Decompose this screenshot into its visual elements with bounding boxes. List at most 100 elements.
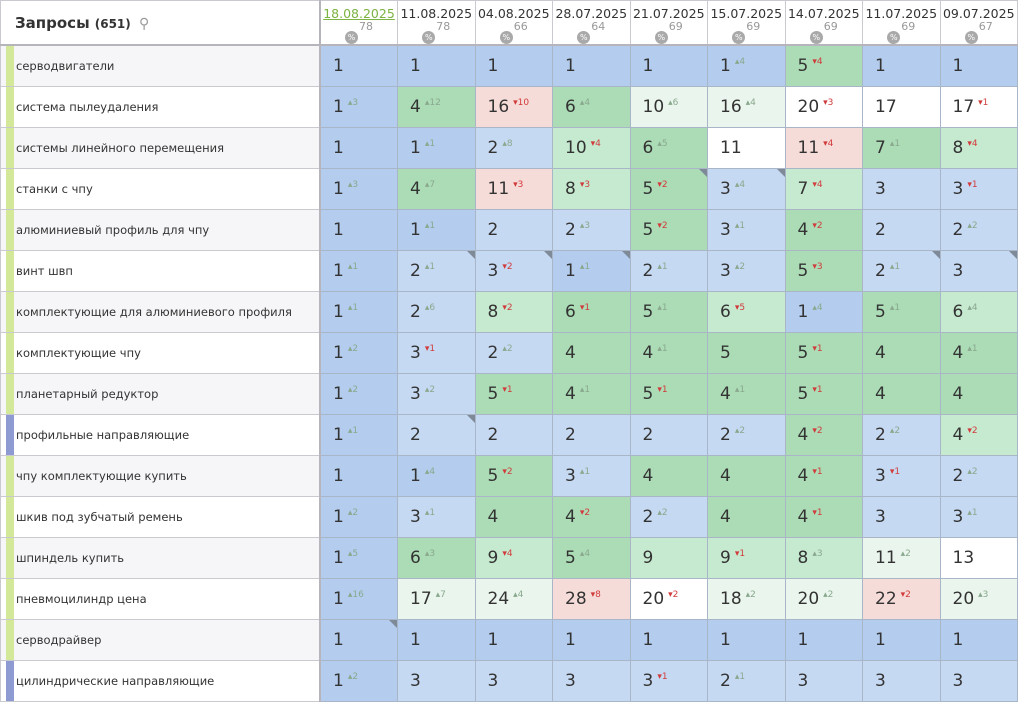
query-cell[interactable]: винт швп (0, 250, 321, 292)
query-cell[interactable]: пневмоцилиндр цена (0, 578, 321, 620)
position-cell[interactable]: 4 (862, 332, 941, 374)
query-cell[interactable]: серводрайвер (0, 619, 321, 661)
position-cell[interactable]: 5 ▾2 (629, 168, 708, 210)
query-cell[interactable]: системы линейного перемещения (0, 127, 321, 169)
position-cell[interactable]: 1 ▴2 (319, 332, 398, 374)
position-cell[interactable]: 3 (552, 660, 631, 702)
position-cell[interactable]: 6 ▴4 (939, 291, 1018, 333)
position-cell[interactable]: 2 ▴2 (629, 496, 708, 538)
position-cell[interactable]: 3 ▴4 (707, 168, 786, 210)
position-cell[interactable]: 3 ▴1 (707, 209, 786, 251)
position-cell[interactable]: 22 ▾2 (862, 578, 941, 620)
position-cell[interactable]: 3 ▴1 (397, 496, 476, 538)
position-cell[interactable]: 3 ▾1 (862, 455, 941, 497)
position-cell[interactable]: 3 ▴1 (552, 455, 631, 497)
position-cell[interactable]: 2 ▴3 (552, 209, 631, 251)
position-cell[interactable]: 1 ▴1 (319, 291, 398, 333)
position-cell[interactable]: 2 (552, 414, 631, 456)
queries-header[interactable]: Запросы (651) ⚲ (0, 0, 321, 46)
query-cell[interactable]: комплектующие чпу (0, 332, 321, 374)
position-cell[interactable]: 2 ▴1 (707, 660, 786, 702)
date-column-header[interactable]: 14.07.2025 %69 (784, 0, 863, 46)
position-cell[interactable]: 1 (784, 619, 863, 661)
position-cell[interactable]: 8 ▾3 (552, 168, 631, 210)
position-cell[interactable]: 1 (319, 127, 398, 169)
query-cell[interactable]: алюминиевый профиль для чпу (0, 209, 321, 251)
position-cell[interactable]: 3 (939, 250, 1018, 292)
position-cell[interactable]: 4 ▴7 (397, 168, 476, 210)
position-cell[interactable]: 2 ▴1 (862, 250, 941, 292)
position-cell[interactable]: 20 ▾2 (629, 578, 708, 620)
position-cell[interactable]: 5 ▾1 (474, 373, 553, 415)
position-cell[interactable]: 1 (552, 44, 631, 87)
query-cell[interactable]: шпиндель купить (0, 537, 321, 579)
position-cell[interactable]: 4 ▴1 (707, 373, 786, 415)
position-cell[interactable]: 20 ▾3 (784, 86, 863, 128)
position-cell[interactable]: 1 (319, 209, 398, 251)
position-cell[interactable]: 1 (397, 44, 476, 87)
position-cell[interactable]: 1 (939, 619, 1018, 661)
position-cell[interactable]: 3 ▴2 (397, 373, 476, 415)
position-cell[interactable]: 4 (862, 373, 941, 415)
date-column-header[interactable]: 11.08.2025 %78 (397, 0, 476, 46)
date-column-header[interactable]: 18.08.2025 %78 (319, 0, 398, 46)
position-cell[interactable]: 18 ▴2 (707, 578, 786, 620)
position-cell[interactable]: 3 (862, 168, 941, 210)
position-cell[interactable]: 3 (862, 496, 941, 538)
position-cell[interactable]: 1 (319, 455, 398, 497)
position-cell[interactable]: 4 ▾2 (784, 209, 863, 251)
position-cell[interactable]: 1 (629, 44, 708, 87)
position-cell[interactable]: 2 ▴2 (939, 209, 1018, 251)
position-cell[interactable]: 2 (629, 414, 708, 456)
position-cell[interactable]: 1 ▴4 (784, 291, 863, 333)
position-cell[interactable]: 2 ▴6 (397, 291, 476, 333)
date-label[interactable]: 18.08.2025 (323, 6, 395, 21)
position-cell[interactable]: 5 ▾1 (629, 373, 708, 415)
query-cell[interactable]: шкив под зубчатый ремень (0, 496, 321, 538)
position-cell[interactable]: 3 ▾1 (397, 332, 476, 374)
position-cell[interactable]: 5 ▴4 (552, 537, 631, 579)
position-cell[interactable]: 5 ▾2 (629, 209, 708, 251)
position-cell[interactable]: 8 ▴3 (784, 537, 863, 579)
position-cell[interactable]: 1 ▴1 (319, 414, 398, 456)
query-cell[interactable]: цилиндрические направляющие (0, 660, 321, 702)
query-cell[interactable]: серводвигатели (0, 44, 321, 87)
position-cell[interactable]: 4 ▴12 (397, 86, 476, 128)
position-cell[interactable]: 4 (707, 496, 786, 538)
date-column-header[interactable]: 21.07.2025 %69 (629, 0, 708, 46)
position-cell[interactable]: 11 (707, 127, 786, 169)
position-cell[interactable]: 10 ▾4 (552, 127, 631, 169)
position-cell[interactable]: 1 ▴1 (397, 209, 476, 251)
position-cell[interactable]: 3 ▾2 (474, 250, 553, 292)
position-cell[interactable]: 6 ▾1 (552, 291, 631, 333)
position-cell[interactable]: 4 ▾2 (552, 496, 631, 538)
position-cell[interactable]: 1 (319, 44, 398, 87)
position-cell[interactable]: 5 ▾4 (784, 44, 863, 87)
position-cell[interactable]: 1 (474, 44, 553, 87)
position-cell[interactable]: 5 ▴1 (629, 291, 708, 333)
position-cell[interactable]: 3 ▾1 (629, 660, 708, 702)
position-cell[interactable]: 4 (629, 455, 708, 497)
position-cell[interactable]: 1 (319, 619, 398, 661)
position-cell[interactable]: 1 (474, 619, 553, 661)
position-cell[interactable]: 20 ▴2 (784, 578, 863, 620)
position-cell[interactable]: 5 (707, 332, 786, 374)
position-cell[interactable]: 20 ▴3 (939, 578, 1018, 620)
position-cell[interactable]: 1 ▴2 (319, 373, 398, 415)
position-cell[interactable]: 4 (552, 332, 631, 374)
position-cell[interactable]: 1 ▴1 (319, 250, 398, 292)
position-cell[interactable]: 5 ▾1 (784, 373, 863, 415)
position-cell[interactable]: 3 (474, 660, 553, 702)
position-cell[interactable]: 24 ▴4 (474, 578, 553, 620)
position-cell[interactable]: 7 ▴1 (862, 127, 941, 169)
position-cell[interactable]: 4 ▴1 (939, 332, 1018, 374)
search-icon[interactable]: ⚲ (138, 16, 150, 32)
position-cell[interactable]: 2 (474, 414, 553, 456)
position-cell[interactable]: 11 ▴2 (862, 537, 941, 579)
query-cell[interactable]: профильные направляющие (0, 414, 321, 456)
position-cell[interactable]: 1 (552, 619, 631, 661)
position-cell[interactable]: 6 ▾5 (707, 291, 786, 333)
position-cell[interactable]: 8 ▾2 (474, 291, 553, 333)
position-cell[interactable]: 3 (939, 660, 1018, 702)
position-cell[interactable]: 1 (707, 619, 786, 661)
